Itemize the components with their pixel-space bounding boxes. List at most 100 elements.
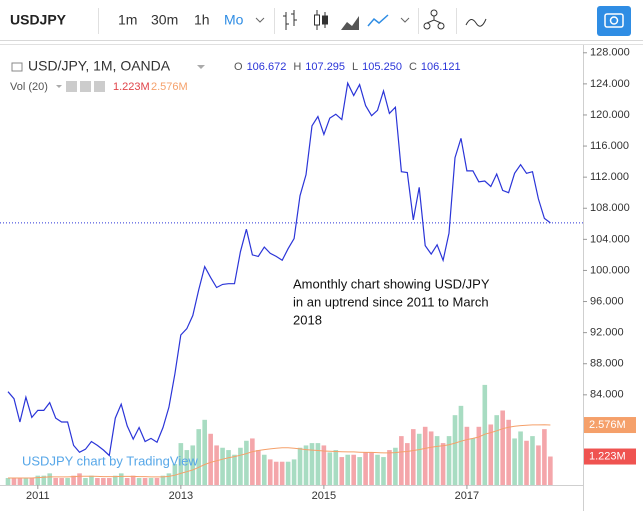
dropdown-arrow[interactable] bbox=[400, 17, 410, 23]
close-icon[interactable] bbox=[94, 81, 105, 92]
volume-bar bbox=[405, 443, 410, 485]
volume-bar bbox=[208, 433, 213, 485]
volume-bar bbox=[422, 426, 428, 485]
volume-bar bbox=[267, 459, 273, 485]
x-tick-label: 2013 bbox=[169, 490, 193, 502]
volume-bar bbox=[345, 454, 351, 485]
interval[interactable]: 1m bbox=[118, 12, 137, 28]
volume-bar bbox=[434, 436, 440, 485]
volume-bar bbox=[71, 475, 76, 485]
ohlc-label: O bbox=[234, 61, 243, 73]
collapse-icon[interactable] bbox=[11, 62, 23, 72]
volume-bar bbox=[226, 450, 231, 485]
legend-volume: Vol (20) bbox=[10, 81, 48, 93]
dropdown-arrow[interactable] bbox=[255, 17, 265, 23]
snapshot-button[interactable] bbox=[597, 6, 631, 36]
volume-bar bbox=[524, 440, 529, 485]
volume-bar bbox=[17, 478, 23, 485]
volume-bar bbox=[53, 478, 58, 485]
compare-icon[interactable] bbox=[465, 18, 487, 27]
volume-bar bbox=[428, 431, 434, 485]
y-tick-label: 92.000 bbox=[590, 327, 624, 339]
volume-bar bbox=[166, 473, 172, 485]
volume-bar bbox=[309, 443, 315, 485]
volume-tag-label: 1.223M bbox=[589, 450, 626, 462]
volume-bar bbox=[23, 478, 29, 485]
volume-bar bbox=[542, 429, 547, 485]
annotation: in an uptrend since 2011 to March bbox=[293, 294, 489, 309]
y-tick-label: 104.000 bbox=[590, 233, 630, 245]
volume-bar bbox=[83, 478, 88, 485]
volume-bar bbox=[160, 475, 166, 485]
ohlc-value: 107.295 bbox=[305, 61, 345, 73]
ohlc-values: O 106.672 H 107.295 L 105.250 C 106.121 bbox=[234, 61, 461, 73]
x-tick-label: 2011 bbox=[26, 490, 50, 502]
y-tick-label: 108.000 bbox=[590, 202, 630, 214]
y-tick-label: 112.000 bbox=[590, 171, 629, 183]
volume-bar bbox=[297, 447, 303, 485]
settings-icon[interactable] bbox=[80, 81, 91, 92]
volume-bar bbox=[190, 445, 196, 485]
volume-bar bbox=[416, 433, 422, 485]
volume-bar bbox=[41, 475, 47, 485]
legend-volume-value: 1.223M bbox=[113, 81, 150, 93]
volume-bar bbox=[494, 415, 500, 485]
plot-area bbox=[0, 81, 583, 485]
volume-bar bbox=[464, 426, 470, 485]
interval[interactable]: 30m bbox=[151, 12, 178, 28]
y-tick-label: 128.000 bbox=[590, 47, 630, 59]
volume-bar bbox=[142, 478, 148, 485]
annotation: 2018 bbox=[293, 312, 322, 327]
volume-bar bbox=[482, 384, 488, 485]
line-icon[interactable] bbox=[367, 14, 389, 27]
volume-bar bbox=[488, 424, 494, 485]
volume-bar bbox=[256, 450, 261, 485]
volume-bar bbox=[506, 419, 511, 485]
interval-active[interactable]: Mo bbox=[224, 12, 244, 28]
candles-icon[interactable] bbox=[314, 10, 328, 30]
x-tick-label: 2015 bbox=[312, 490, 336, 502]
price-line bbox=[7, 81, 551, 457]
volume-bar bbox=[548, 456, 553, 485]
volume-bar bbox=[136, 478, 142, 485]
y-tick-label: 120.000 bbox=[590, 109, 630, 121]
volume-bar bbox=[95, 478, 100, 485]
area-icon[interactable] bbox=[341, 16, 359, 30]
volume-bar bbox=[214, 445, 219, 485]
volume-bar bbox=[518, 431, 523, 485]
volume-bar bbox=[107, 478, 112, 485]
bars-icon[interactable] bbox=[283, 10, 297, 30]
dropdown-arrow[interactable] bbox=[197, 65, 205, 69]
eye-icon[interactable] bbox=[66, 81, 77, 92]
volume-bar bbox=[124, 478, 130, 485]
y-tick-label: 88.000 bbox=[590, 358, 624, 370]
volume-bar bbox=[536, 445, 541, 485]
volume-bar bbox=[303, 445, 309, 485]
volume-ma-line bbox=[8, 424, 551, 479]
y-tick-label: 96.000 bbox=[590, 295, 624, 307]
volume-bar bbox=[5, 478, 11, 485]
volume-bar bbox=[112, 475, 118, 485]
volume-bar bbox=[244, 440, 249, 485]
indicators-icon[interactable] bbox=[423, 9, 445, 30]
volume-bar bbox=[440, 443, 446, 485]
volume-bar bbox=[381, 457, 386, 485]
symbol[interactable]: USDJPY bbox=[10, 12, 67, 28]
ohlc-value: 106.121 bbox=[421, 61, 461, 73]
y-tick-label: 100.000 bbox=[590, 264, 630, 276]
volume-bar bbox=[250, 438, 255, 485]
watermark: USDJPY chart by TradingView bbox=[22, 453, 198, 468]
dropdown-arrow[interactable] bbox=[56, 85, 62, 88]
volume-bar bbox=[118, 473, 124, 485]
interval[interactable]: 1h bbox=[194, 12, 210, 28]
volume-bar bbox=[35, 475, 41, 485]
volume-bar bbox=[476, 426, 482, 485]
volume-bar bbox=[399, 436, 404, 485]
volume-bar bbox=[363, 452, 368, 485]
volume-bar bbox=[89, 475, 94, 485]
volume-bar bbox=[500, 410, 505, 485]
volume-bar bbox=[321, 445, 327, 485]
volume-bar bbox=[285, 461, 291, 485]
volume-bar bbox=[11, 478, 17, 485]
